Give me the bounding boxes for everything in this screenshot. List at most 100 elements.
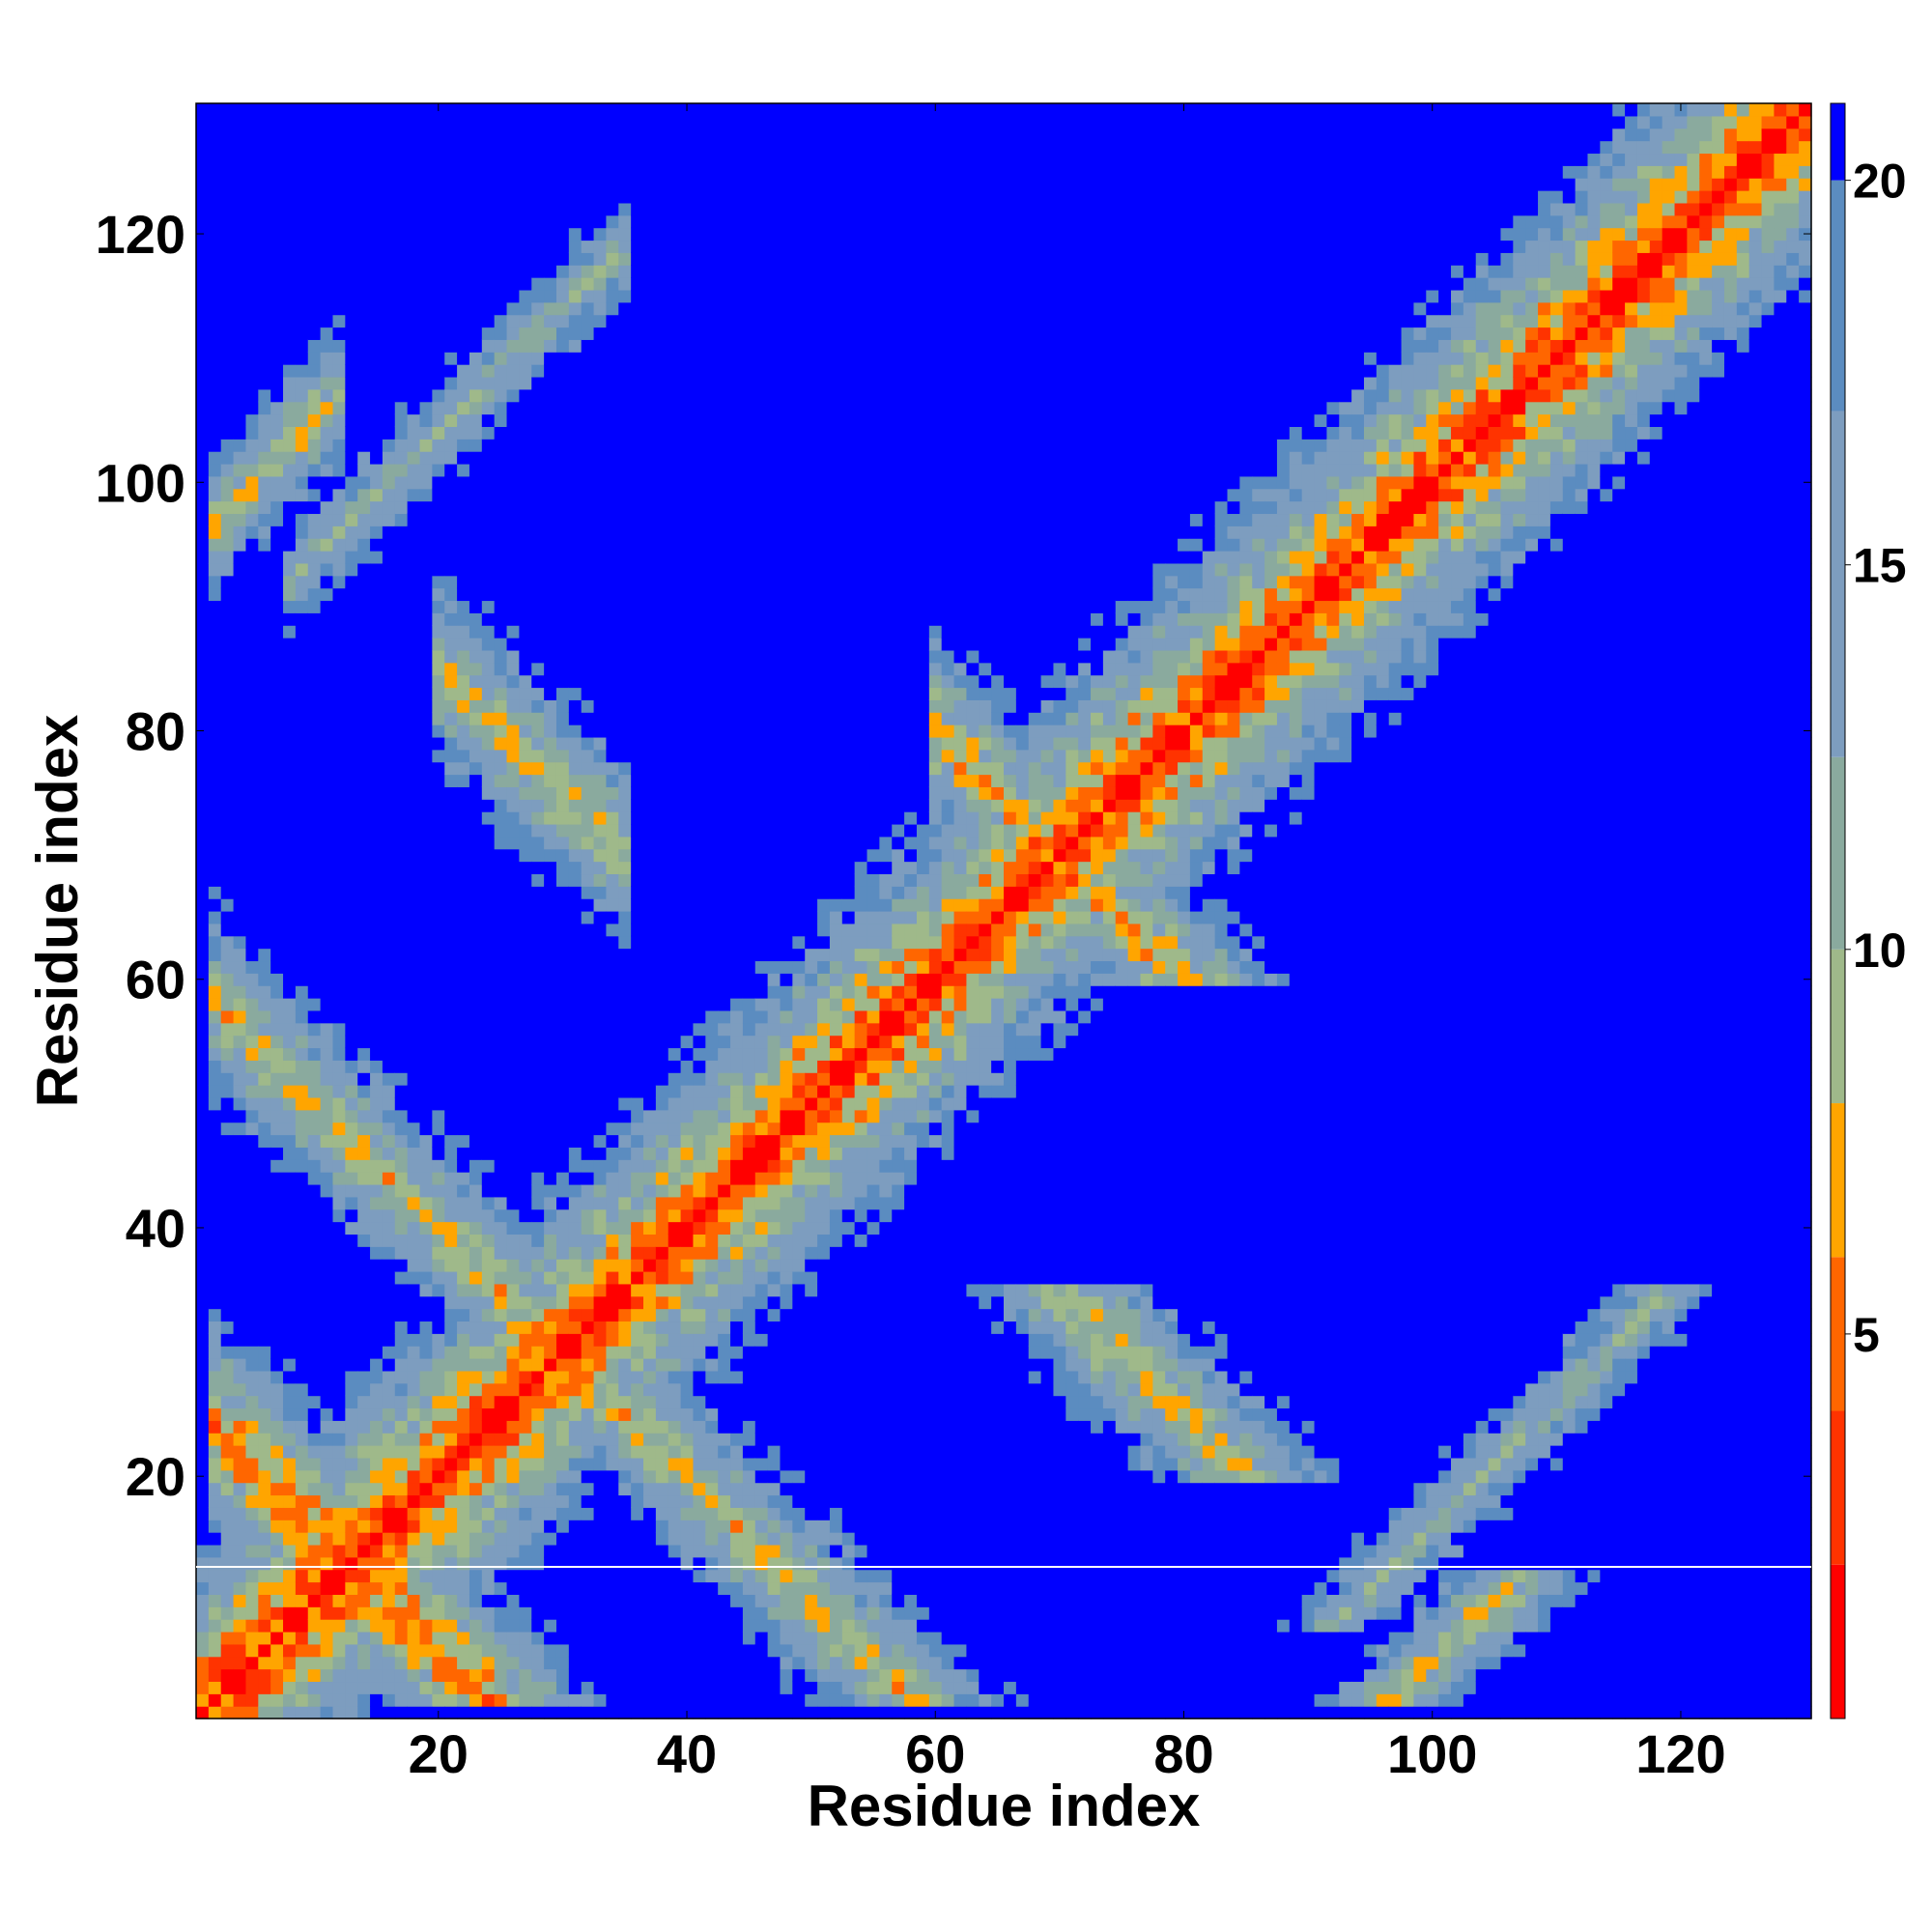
heatmap-cell [457, 1346, 470, 1359]
heatmap-cell [245, 948, 259, 962]
heatmap-cell [631, 1346, 644, 1359]
heatmap-cell [469, 1183, 483, 1198]
heatmap-cell [345, 911, 358, 924]
heatmap-cell [320, 935, 334, 950]
heatmap-cell [270, 960, 284, 974]
heatmap-cell [382, 1234, 396, 1247]
heatmap-cell [245, 475, 259, 490]
heatmap-cell [481, 463, 496, 477]
heatmap-cell [606, 376, 619, 390]
heatmap-cell [668, 1259, 682, 1272]
heatmap-cell [432, 1009, 445, 1024]
heatmap-cell [568, 1159, 582, 1173]
heatmap-cell [208, 451, 222, 465]
heatmap-cell [307, 1333, 322, 1347]
heatmap-cell [606, 426, 619, 440]
heatmap-cell [382, 513, 396, 526]
heatmap-cell [196, 1308, 210, 1322]
heatmap-cell [618, 1246, 632, 1260]
heatmap-cell [469, 1706, 483, 1719]
heatmap-cell [357, 1159, 371, 1173]
heatmap-cell [481, 526, 496, 539]
heatmap-cell [444, 1358, 458, 1372]
heatmap-cell [419, 376, 433, 390]
heatmap-cell [307, 799, 322, 812]
heatmap-cell [544, 1358, 557, 1372]
heatmap-cell [307, 699, 322, 713]
heatmap-cell [307, 1407, 322, 1421]
heatmap-cell [593, 1047, 608, 1061]
heatmap-cell [643, 352, 657, 365]
heatmap-cell [270, 625, 284, 639]
heatmap-cell [332, 1420, 346, 1434]
heatmap-cell [357, 1134, 371, 1148]
heatmap-cell [544, 388, 557, 403]
heatmap-cell [618, 153, 632, 166]
heatmap-cell [345, 1544, 358, 1558]
heatmap-cell [233, 463, 247, 477]
heatmap-cell [196, 736, 210, 751]
heatmap-cell [419, 1668, 433, 1683]
heatmap-cell [258, 1147, 271, 1160]
heatmap-cell [544, 1407, 557, 1421]
heatmap-cell [220, 898, 235, 912]
heatmap-cell [233, 1122, 247, 1136]
heatmap-cell [307, 1196, 322, 1210]
heatmap-cell [370, 1159, 384, 1173]
heatmap-cell [432, 1606, 445, 1620]
heatmap-cell [432, 265, 445, 278]
heatmap-cell [283, 240, 297, 253]
heatmap-cell [581, 1172, 595, 1185]
heatmap-cell [208, 1047, 222, 1061]
heatmap-cell [345, 352, 358, 365]
heatmap-cell [407, 289, 421, 303]
heatmap-cell [233, 1681, 247, 1694]
heatmap-cell [295, 1433, 309, 1446]
heatmap-cell [283, 202, 297, 216]
heatmap-cell [432, 1594, 445, 1607]
heatmap-cell [208, 948, 222, 962]
heatmap-cell [332, 526, 346, 539]
heatmap-cell [370, 1681, 384, 1694]
heatmap-cell [519, 712, 532, 725]
heatmap-cell [196, 911, 210, 924]
heatmap-cell [332, 1693, 346, 1707]
heatmap-cell [320, 140, 334, 155]
heatmap-cell [444, 662, 458, 676]
heatmap-cell [469, 1009, 483, 1024]
heatmap-cell [419, 401, 433, 415]
heatmap-cell [531, 364, 545, 378]
heatmap-cell [457, 587, 470, 602]
heatmap-cell [370, 1631, 384, 1645]
heatmap-cell [382, 712, 396, 725]
heatmap-cell [444, 799, 458, 812]
heatmap-cell [506, 923, 520, 937]
heatmap-cell [481, 873, 496, 887]
heatmap-cell [655, 960, 669, 974]
heatmap-cell [531, 1668, 545, 1683]
heatmap-cell [457, 413, 470, 427]
heatmap-cell [544, 314, 557, 328]
heatmap-cell [220, 724, 235, 738]
heatmap-cell [457, 1581, 470, 1595]
heatmap-cell [457, 1196, 470, 1210]
heatmap-cell [444, 401, 458, 415]
heatmap-cell [643, 1346, 657, 1359]
heatmap-cell [568, 848, 582, 863]
heatmap-cell [345, 1147, 358, 1160]
heatmap-cell [295, 202, 309, 216]
heatmap-cell [593, 761, 608, 776]
heatmap-cell [432, 886, 445, 899]
heatmap-cell [320, 1085, 334, 1098]
heatmap-cell [655, 128, 669, 142]
heatmap-cell [668, 1469, 682, 1484]
heatmap-cell [370, 1283, 384, 1297]
heatmap-cell [655, 575, 669, 589]
heatmap-cell [320, 214, 334, 229]
heatmap-cell [208, 1346, 222, 1359]
heatmap-cell [196, 252, 210, 266]
heatmap-cell [593, 1619, 608, 1633]
heatmap-cell [258, 886, 271, 899]
heatmap-cell [668, 1096, 682, 1111]
heatmap-cell [444, 475, 458, 490]
